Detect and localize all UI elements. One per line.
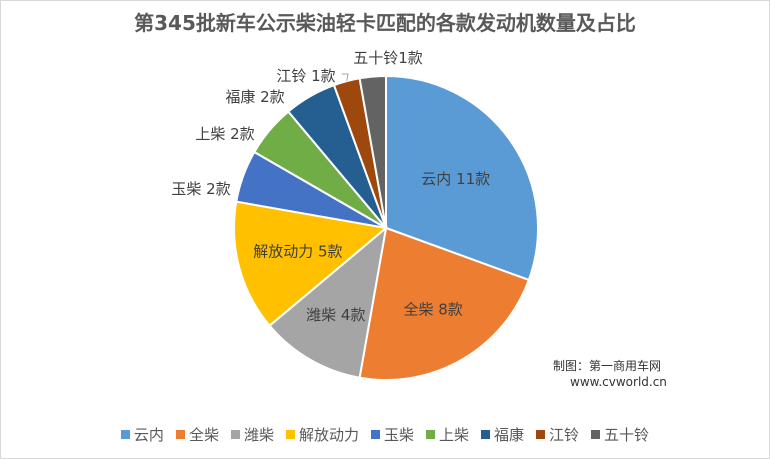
credit-website: www.cvworld.cn	[570, 375, 667, 389]
legend-swatch-isuzu	[591, 430, 601, 439]
legend-label-yuchai: 玉柴	[383, 426, 414, 444]
legend-item-weichai: 潍柴	[230, 424, 274, 445]
legend-item-jiefang: 解放动力	[285, 424, 359, 445]
legend-swatch-yunnei	[120, 430, 130, 439]
data-label-fukang: 福康 2款	[225, 88, 284, 106]
legend-label-weichai: 潍柴	[243, 426, 274, 444]
legend-label-quanchai: 全柴	[188, 426, 219, 444]
data-label-jiangling: 江铃 1款	[276, 67, 335, 85]
legend-item-fukang: 福康	[481, 424, 524, 445]
data-label-weichai: 潍柴 4款	[306, 306, 365, 324]
legend-label-jiefang: 解放动力	[298, 426, 359, 444]
data-label-yuchai: 玉柴 2款	[171, 180, 230, 198]
data-label-shangchai: 上柴 2款	[195, 125, 254, 143]
data-label-isuzu: 五十铃1款	[353, 49, 423, 67]
legend-item-isuzu: 五十铃	[591, 424, 649, 445]
pie-slice-yunnei	[385, 74, 539, 282]
legend-item-jiangling: 江铃	[536, 424, 579, 445]
legend-label-fukang: 福康	[494, 426, 525, 444]
pie-slice-jiefang	[233, 200, 389, 328]
legend-swatch-quanchai	[175, 430, 185, 439]
legend-swatch-fukang	[481, 430, 491, 439]
credit-maker: 制图：第一商用车网	[553, 359, 662, 373]
legend-item-yuchai: 玉柴	[370, 424, 414, 445]
pie-slice-quanchai	[358, 226, 531, 381]
legend-label-shangchai: 上柴	[439, 426, 470, 444]
legend-label-yunnei: 云内	[133, 426, 164, 444]
legend-label-isuzu: 五十铃	[604, 426, 650, 444]
data-label-quanchai: 全柴 8款	[403, 301, 462, 319]
chart-title: 第345批新车公示柴油轻卡匹配的各款发动机数量及占比	[134, 11, 636, 35]
legend-swatch-shangchai	[426, 430, 435, 439]
legend-swatch-weichai	[230, 430, 240, 439]
legend-swatch-jiangling	[536, 430, 546, 439]
legend-item-shangchai: 上柴	[426, 424, 469, 445]
legend-item-yunnei: 云内	[120, 424, 164, 445]
legend-swatch-jiefang	[285, 430, 295, 439]
pie-slice-weichai	[268, 225, 388, 379]
leader-line-jiangling	[342, 73, 349, 82]
legend-label-jiangling: 江铃	[549, 426, 580, 444]
legend-swatch-yuchai	[370, 430, 380, 439]
pie-slice-isuzu	[358, 74, 387, 229]
data-label-jiefang: 解放动力 5款	[253, 243, 342, 261]
legend-item-quanchai: 全柴	[175, 424, 219, 445]
chart-legend: 云内 全柴 潍柴 解放动力 玉柴 上柴 福康 江铃 五十铃	[1, 424, 769, 445]
data-label-yunnei: 云内 11款	[421, 170, 490, 188]
